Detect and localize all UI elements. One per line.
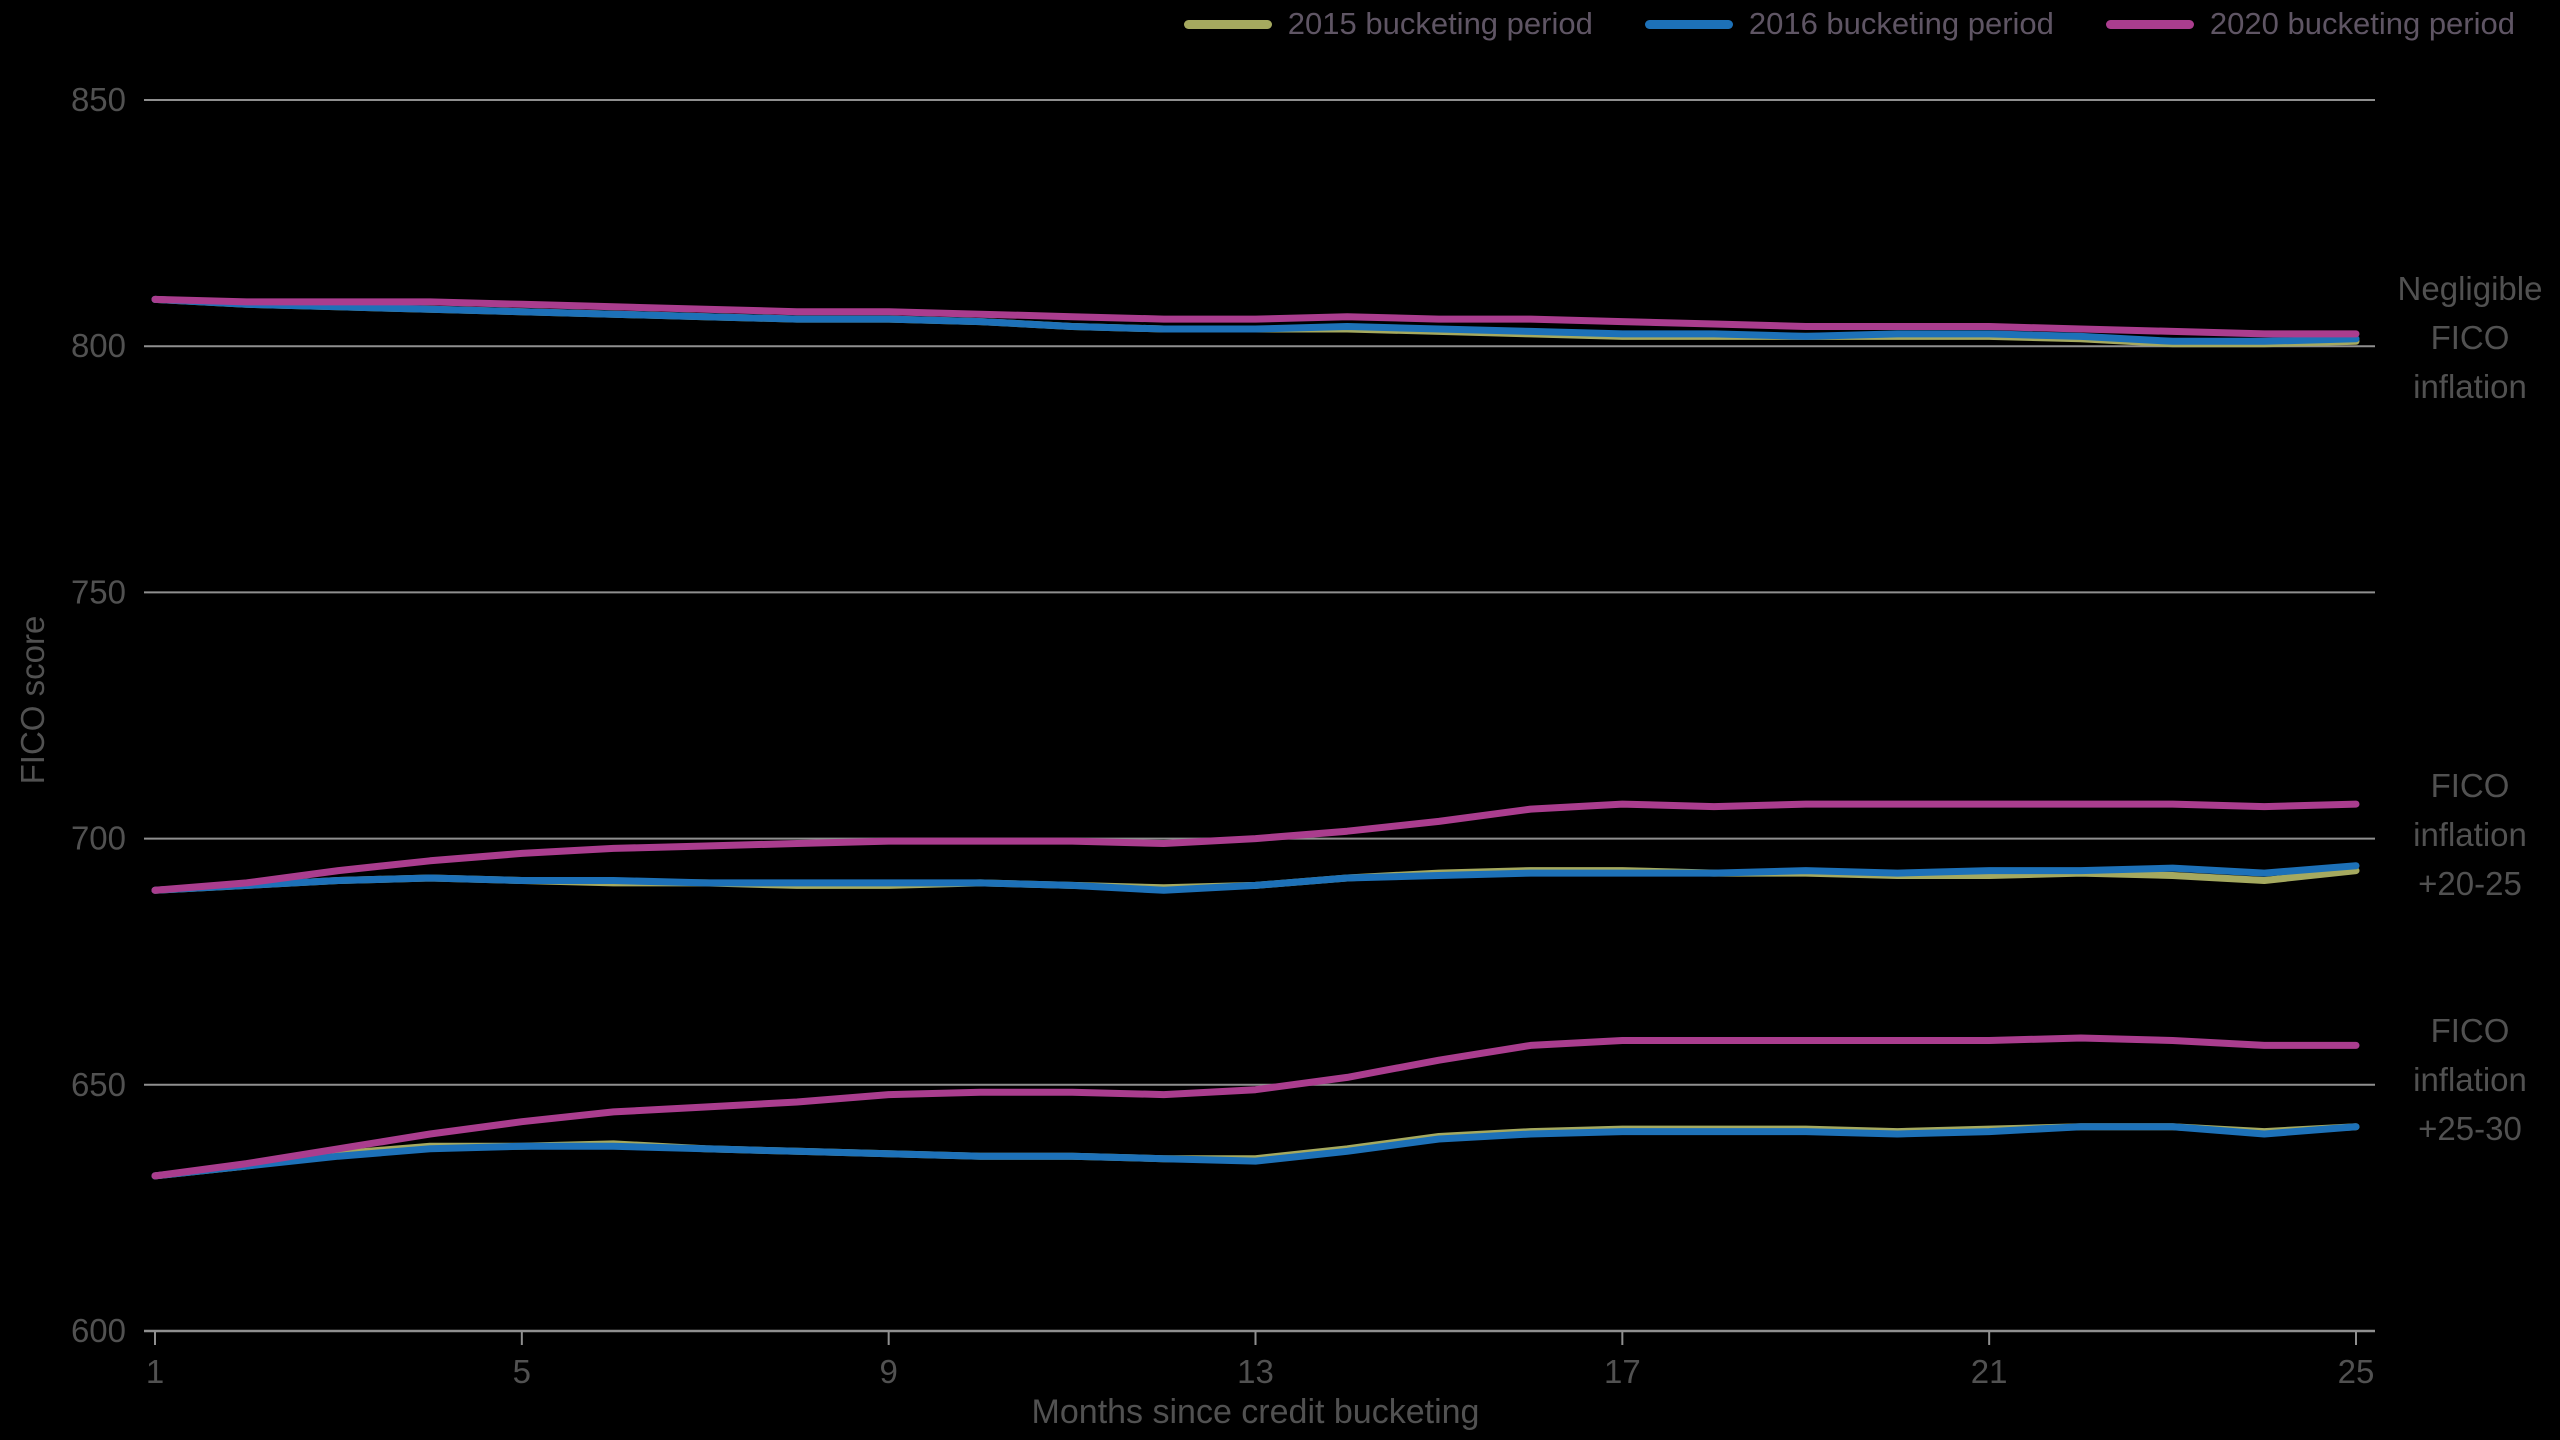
x-tick-label-21: 21 [1971,1353,2008,1390]
annotation-fico-inflation-25-30: FICO inflation +25-30 [2413,1012,2527,1147]
chart-legend: 2015 bucketing period 2016 bucketing per… [1183,6,2515,42]
series-line-group0-2 [151,295,2360,338]
legend-item-2015: 2015 bucketing period [1183,6,1593,42]
x-tick-label-9: 9 [879,1353,897,1390]
legend-swatch-2020 [2105,19,2194,29]
x-axis-title: Months since credit bucketing [1031,1393,1480,1431]
y-tick-label-750: 750 [71,573,126,610]
x-tick-label-5: 5 [513,1353,531,1390]
legend-label-2016: 2016 bucketing period [1748,6,2054,41]
legend-swatch-2016 [1644,19,1733,29]
legend-swatch-2015 [1183,19,1272,29]
y-tick-label-600: 600 [71,1312,126,1349]
y-tick-label-800: 800 [71,327,126,364]
x-tick-label-17: 17 [1604,1353,1641,1390]
annotation-negligible-fico-inflation: Negligible FICO inflation [2397,270,2543,405]
series-line-group2-1 [151,1123,2360,1180]
x-tick-label-13: 13 [1237,1353,1274,1390]
series-line-group0-1 [151,295,2360,345]
legend-label-2020: 2020 bucketing period [2209,6,2515,41]
y-tick-label-650: 650 [71,1066,126,1103]
series-line-group2-0 [151,1123,2360,1180]
series-line-group1-1 [151,862,2360,894]
annotation-fico-inflation-20-25: FICO inflation +20-25 [2413,767,2527,902]
series-line-group2-2 [151,1034,2360,1180]
legend-item-2020: 2020 bucketing period [2105,6,2515,42]
x-tick-label-1: 1 [146,1353,164,1390]
series-line-group1-2 [151,800,2360,894]
legend-label-2015: 2015 bucketing period [1287,6,1593,41]
y-tick-label-850: 850 [71,81,126,118]
y-axis-title: FICO score [14,615,51,785]
x-tick-label-25: 25 [2338,1353,2375,1390]
y-tick-label-700: 700 [71,820,126,857]
legend-item-2016: 2016 bucketing period [1644,6,2054,42]
